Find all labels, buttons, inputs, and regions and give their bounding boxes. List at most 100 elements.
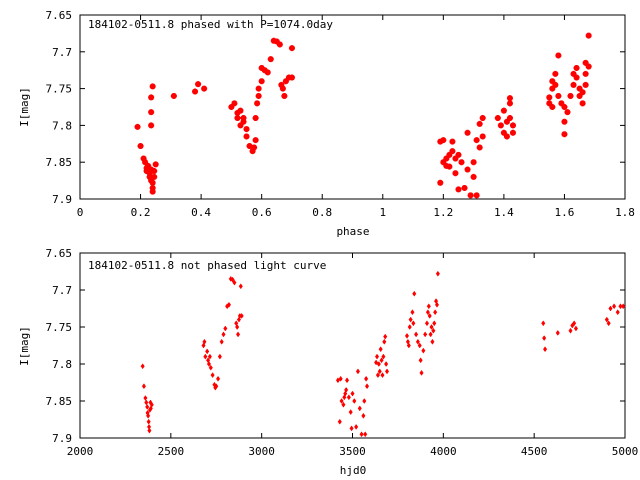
data-point: [473, 192, 480, 199]
x-tick-label: 4500: [521, 445, 548, 458]
data-point: [148, 166, 155, 173]
data-point: [443, 162, 450, 169]
data-point: [415, 338, 420, 345]
data-point: [608, 305, 613, 312]
data-point: [252, 115, 259, 122]
unphased-plot-title: 184102-0511.8 not phased light curve: [88, 259, 326, 272]
data-point: [151, 168, 158, 175]
x-tick-label: 0: [77, 206, 84, 219]
data-point: [145, 403, 150, 410]
data-point: [573, 325, 579, 332]
data-point: [261, 67, 268, 74]
data-point: [279, 85, 286, 92]
data-point: [206, 361, 212, 367]
x-tick-label: 1.6: [555, 206, 575, 219]
data-point: [427, 312, 432, 319]
data-point: [506, 115, 513, 122]
data-point: [201, 85, 208, 92]
data-point: [382, 338, 387, 345]
data-point: [374, 353, 380, 360]
data-point: [249, 148, 256, 155]
phased-y-axis-label: I[mag]: [18, 87, 31, 127]
data-point: [503, 118, 510, 125]
y-tick-label: 7.85: [46, 395, 73, 408]
x-tick-label: 5000: [612, 445, 639, 458]
data-point: [582, 81, 589, 88]
data-point: [558, 100, 565, 107]
data-point: [467, 192, 474, 199]
x-tick-label: 4000: [430, 445, 457, 458]
data-point: [349, 425, 354, 432]
data-point: [344, 377, 350, 384]
data-point: [417, 342, 422, 349]
data-point: [377, 368, 382, 375]
data-point: [254, 100, 261, 107]
data-point: [376, 361, 381, 367]
data-point: [282, 78, 289, 85]
data-point: [552, 81, 559, 88]
data-point: [238, 283, 243, 290]
data-point: [570, 81, 577, 88]
data-point: [144, 399, 149, 406]
data-point: [217, 353, 222, 360]
unphased-data-points: [140, 270, 626, 438]
data-point: [497, 122, 504, 129]
data-point: [549, 85, 556, 92]
data-point: [234, 109, 241, 116]
data-point: [192, 88, 199, 95]
data-point: [509, 122, 516, 129]
phased-axes: 0 0.2 0.4 0.6 0.8 1 1.2 1.4 1.6 1.8 7.65 7.7 7.75 7.8…: [46, 9, 635, 219]
data-point: [446, 163, 453, 170]
data-point: [458, 159, 465, 166]
y-tick-label: 7.8: [52, 358, 72, 371]
x-tick-label: 2500: [158, 445, 185, 458]
data-point: [552, 70, 559, 77]
data-point: [337, 418, 342, 425]
phased-data-points: [134, 32, 592, 199]
data-point: [251, 144, 258, 151]
x-tick-label: 1.8: [615, 206, 635, 219]
y-tick-label: 7.65: [46, 247, 73, 260]
data-point: [375, 372, 380, 379]
data-point: [195, 81, 202, 88]
data-point: [146, 418, 151, 425]
data-point: [354, 423, 359, 430]
data-point: [378, 346, 383, 353]
x-tick-label: 1: [379, 206, 386, 219]
data-point: [585, 63, 592, 70]
data-point: [419, 369, 424, 376]
data-point: [546, 94, 553, 101]
data-point: [582, 59, 589, 66]
data-point: [243, 126, 250, 133]
data-point: [411, 320, 416, 327]
data-point: [555, 329, 560, 336]
data-point: [338, 375, 343, 382]
data-point: [240, 115, 247, 122]
data-point: [273, 38, 280, 45]
unphased-axes: 2000 2500 3000 3500 4000 4500 5000 7.65 7.7 7.75 7…: [46, 247, 639, 458]
data-point: [406, 342, 411, 349]
x-tick-label: 1.2: [433, 206, 453, 219]
unphased-plot: 184102-0511.8 not phased light curve hjd…: [18, 247, 638, 477]
data-point: [464, 166, 471, 173]
data-point: [452, 170, 459, 177]
data-point: [426, 303, 431, 310]
data-point: [214, 383, 219, 390]
y-tick-label: 7.8: [52, 119, 72, 132]
x-tick-label: 0.4: [191, 206, 211, 219]
data-point: [235, 324, 240, 330]
data-point: [567, 92, 574, 99]
data-point: [476, 144, 483, 151]
data-point: [228, 104, 235, 110]
data-point: [418, 357, 423, 364]
data-point: [270, 37, 277, 44]
data-point: [455, 186, 462, 193]
data-point: [221, 331, 226, 338]
data-point: [494, 115, 501, 122]
data-point: [541, 320, 546, 327]
data-point: [148, 94, 155, 101]
data-point: [147, 427, 152, 434]
y-tick-label: 7.9: [52, 193, 72, 206]
data-point: [464, 129, 471, 136]
data-point: [231, 100, 238, 107]
